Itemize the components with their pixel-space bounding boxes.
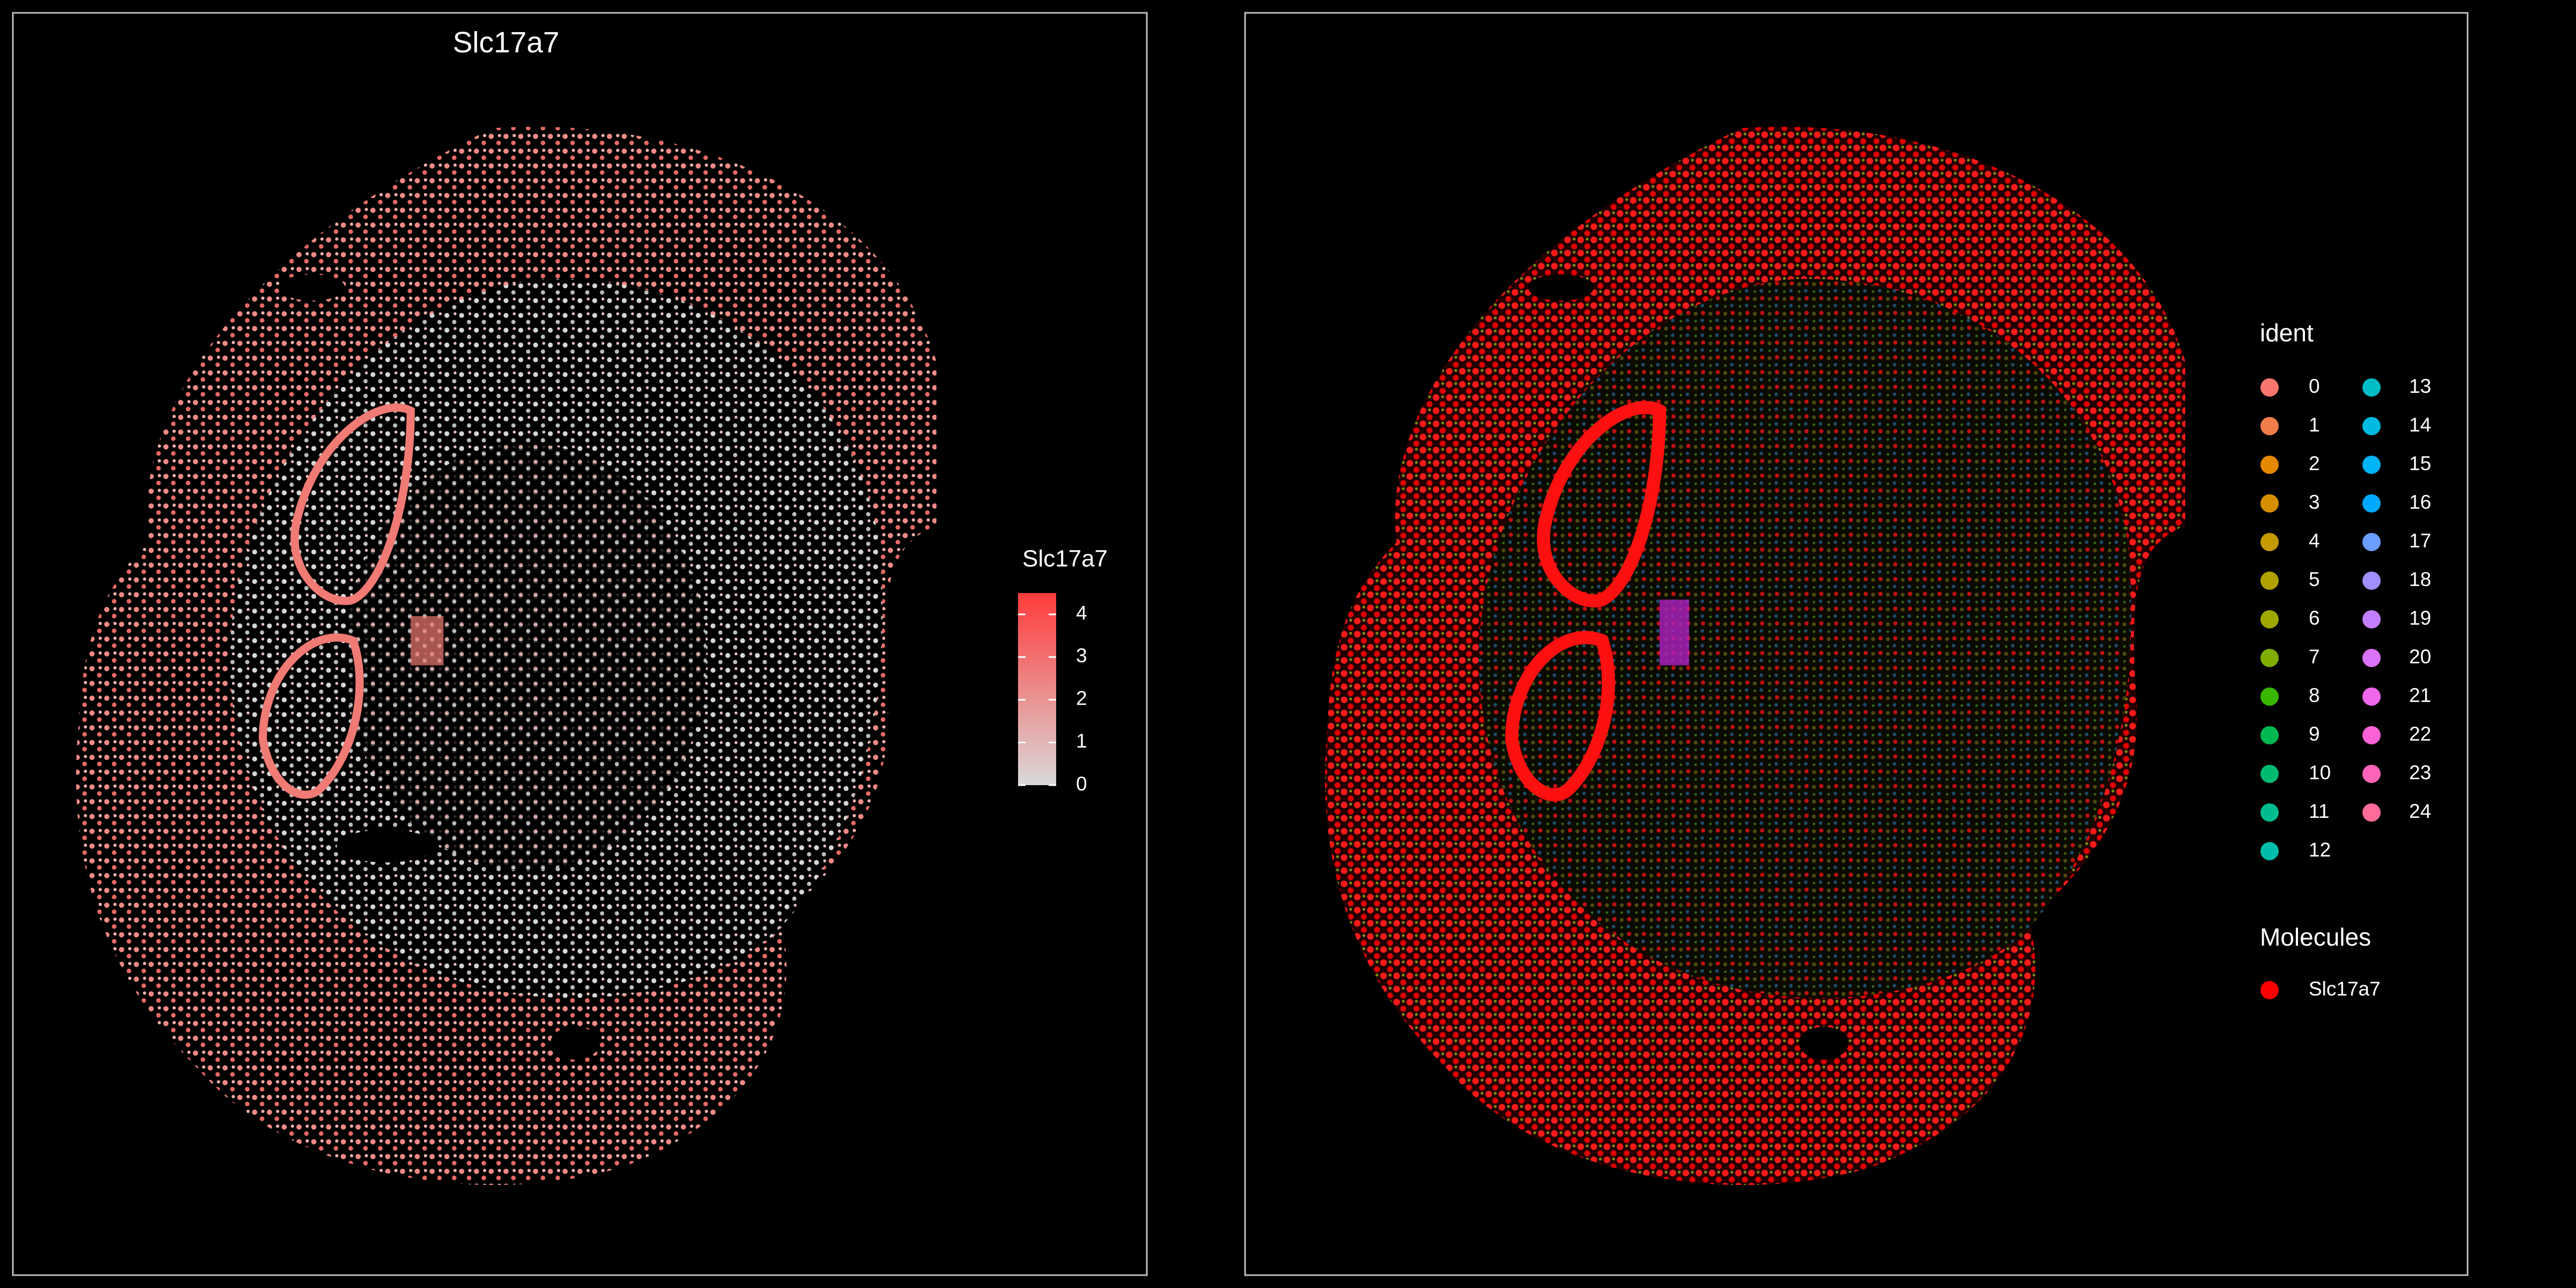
legend-label: 6 — [2309, 607, 2320, 629]
legend-label: 21 — [2409, 684, 2431, 706]
ident-legend: ident 0123456789101112131415161718192021… — [2260, 319, 2431, 861]
legend-label: 24 — [2409, 800, 2431, 822]
legend-label: 7 — [2309, 646, 2320, 668]
molecules-legend: Molecules Slc17a7 — [2260, 923, 2381, 1000]
colorbar-ticks: 0 1 2 3 4 — [1018, 602, 1087, 795]
colorbar-tick-label: 0 — [1076, 773, 1087, 795]
legend-swatch — [2260, 417, 2279, 435]
legend-label: Slc17a7 — [2309, 978, 2381, 1000]
legend-label: 13 — [2409, 375, 2431, 397]
legend-label: 14 — [2409, 414, 2431, 436]
panel-border — [12, 12, 1148, 1276]
legend-label: 16 — [2409, 491, 2431, 513]
legend-swatch — [2362, 378, 2381, 397]
legend-label: 0 — [2309, 375, 2320, 397]
colorbar-tick-label: 2 — [1076, 687, 1087, 709]
legend-title: Molecules — [2260, 923, 2371, 951]
legend-swatch — [2362, 765, 2381, 783]
legend-label: 4 — [2309, 530, 2320, 552]
panel-border — [1244, 12, 2469, 1276]
legend-swatch — [2260, 610, 2279, 628]
colorbar — [1018, 593, 1056, 785]
legend-swatch — [2260, 494, 2279, 513]
legend-title: ident — [2260, 319, 2314, 347]
tissue-left — [76, 127, 936, 1185]
legend-swatch — [2362, 417, 2381, 435]
legend-label: 12 — [2309, 839, 2331, 861]
colorbar-title: Slc17a7 — [1022, 546, 1108, 572]
legend-label: 9 — [2309, 723, 2320, 745]
legend-label: 23 — [2409, 762, 2431, 784]
legend-label: 2 — [2309, 452, 2320, 474]
legend-swatch — [2362, 649, 2381, 667]
legend-label: 17 — [2409, 530, 2431, 552]
legend-swatch — [2362, 494, 2381, 513]
legend-label: 19 — [2409, 607, 2431, 629]
legend-swatch — [2362, 533, 2381, 551]
legend-swatch — [2362, 726, 2381, 744]
legend-swatch — [2260, 687, 2279, 706]
legend-swatch — [2260, 649, 2279, 667]
legend-swatch — [2260, 378, 2279, 397]
legend-label: 18 — [2409, 568, 2431, 590]
legend-label: 11 — [2309, 800, 2329, 822]
legend-label: 8 — [2309, 684, 2320, 706]
legend-swatch — [2362, 803, 2381, 822]
legend-label: 3 — [2309, 491, 2320, 513]
legend-swatch — [2260, 456, 2279, 474]
legend-swatch — [2260, 765, 2279, 783]
legend-label: 20 — [2409, 646, 2431, 668]
legend-swatch — [2260, 572, 2279, 590]
legend-swatch — [2362, 687, 2381, 706]
legend-label: 15 — [2409, 452, 2431, 474]
legend-swatch — [2362, 610, 2381, 628]
colorbar-tick-label: 4 — [1076, 602, 1087, 624]
legend-label: 1 — [2309, 414, 2320, 436]
colorbar-tick-label: 3 — [1076, 645, 1087, 667]
legend-swatch — [2260, 803, 2279, 822]
legend-label: 22 — [2409, 723, 2431, 745]
legend-label: 5 — [2309, 568, 2320, 590]
legend-swatch — [2362, 572, 2381, 590]
colorbar-tick-label: 1 — [1076, 730, 1087, 752]
legend-swatch — [2260, 726, 2279, 744]
tissue-right — [1324, 127, 2185, 1185]
legend-label: 10 — [2309, 762, 2331, 784]
legend-swatch — [2260, 981, 2279, 999]
legend-swatch — [2260, 842, 2279, 860]
legend-swatch — [2362, 456, 2381, 474]
legend-swatch — [2260, 533, 2279, 551]
panel-title: Slc17a7 — [453, 26, 560, 59]
